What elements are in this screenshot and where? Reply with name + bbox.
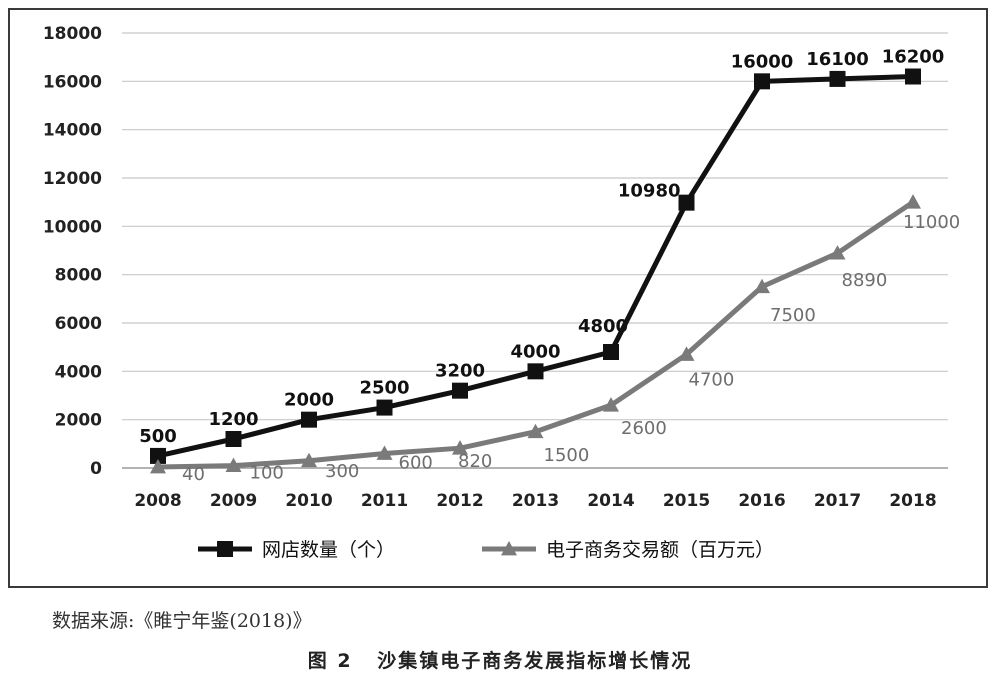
figure-caption: 图 2 沙集镇电子商务发展指标增长情况 bbox=[0, 646, 1000, 673]
x-tick-label: 2015 bbox=[663, 491, 710, 511]
data-label-ecommerce-volume: 600 bbox=[399, 453, 433, 474]
data-label-ecommerce-volume: 300 bbox=[325, 461, 359, 482]
data-label-shop-count: 16100 bbox=[806, 49, 869, 70]
data-label-ecommerce-volume: 1500 bbox=[544, 445, 590, 466]
data-label-ecommerce-volume: 2600 bbox=[621, 418, 667, 439]
data-point-ecommerce-volume bbox=[150, 459, 166, 474]
y-tick-label: 2000 bbox=[55, 411, 102, 431]
data-point-shop-count bbox=[603, 344, 619, 360]
x-tick-label: 2009 bbox=[210, 491, 257, 511]
figure-title: 沙集镇电子商务发展指标增长情况 bbox=[377, 650, 693, 672]
figure-number: 图 2 bbox=[307, 650, 353, 672]
data-label-ecommerce-volume: 40 bbox=[182, 464, 205, 485]
y-tick-label: 14000 bbox=[43, 121, 102, 141]
legend-marker-shop-count bbox=[217, 541, 233, 557]
data-label-shop-count: 16200 bbox=[882, 47, 945, 68]
data-point-shop-count bbox=[905, 68, 921, 85]
y-tick-label: 6000 bbox=[55, 314, 102, 334]
data-label-shop-count: 4000 bbox=[510, 341, 560, 362]
data-point-shop-count bbox=[527, 363, 544, 380]
x-tick-label: 2008 bbox=[134, 491, 181, 511]
data-point-shop-count bbox=[225, 431, 242, 447]
data-label-ecommerce-volume: 8890 bbox=[842, 270, 888, 291]
y-tick-label: 10000 bbox=[43, 217, 102, 237]
x-tick-label: 2014 bbox=[587, 491, 634, 511]
data-point-ecommerce-volume bbox=[452, 440, 468, 455]
data-point-shop-count bbox=[376, 399, 393, 416]
data-point-shop-count bbox=[829, 70, 846, 87]
x-tick-label: 2010 bbox=[285, 491, 332, 511]
data-label-shop-count: 500 bbox=[139, 426, 177, 447]
data-point-shop-count bbox=[301, 411, 317, 428]
y-tick-label: 4000 bbox=[55, 362, 102, 382]
legend-label-shop-count: 网店数量（个） bbox=[262, 539, 395, 561]
data-label-shop-count: 3200 bbox=[435, 361, 485, 382]
data-point-ecommerce-volume bbox=[678, 346, 695, 361]
data-point-ecommerce-volume bbox=[603, 397, 619, 412]
y-tick-label: 18000 bbox=[43, 24, 102, 44]
source-note: 数据来源:《睢宁年鉴(2018)》 bbox=[52, 610, 312, 632]
data-label-ecommerce-volume: 820 bbox=[458, 451, 492, 472]
data-label-shop-count: 10980 bbox=[618, 181, 681, 202]
data-point-shop-count bbox=[452, 382, 468, 399]
data-label-shop-count: 4800 bbox=[578, 316, 628, 337]
data-label-ecommerce-volume: 100 bbox=[250, 463, 284, 484]
x-tick-label: 2013 bbox=[512, 491, 559, 511]
data-label-ecommerce-volume: 11000 bbox=[903, 212, 960, 233]
data-label-shop-count: 16000 bbox=[731, 51, 794, 72]
y-tick-label: 0 bbox=[90, 459, 102, 479]
y-tick-label: 8000 bbox=[55, 266, 102, 286]
line-chart: 0 2000 4000 6000 8000 10000 12000 14000 16000 180… bbox=[43, 24, 960, 561]
series-line-shop-count bbox=[157, 74, 914, 459]
data-point-ecommerce-volume bbox=[225, 457, 242, 472]
data-point-ecommerce-volume bbox=[376, 445, 393, 460]
x-tick-label: 2011 bbox=[361, 491, 408, 511]
legend-marker-ecommerce-volume bbox=[501, 541, 517, 556]
data-point-ecommerce-volume bbox=[754, 278, 770, 294]
data-point-ecommerce-volume bbox=[301, 452, 317, 468]
data-point-ecommerce-volume bbox=[905, 194, 921, 209]
data-point-shop-count bbox=[754, 73, 770, 90]
data-label-shop-count: 2000 bbox=[284, 390, 334, 411]
data-label-shop-count: 2500 bbox=[359, 378, 409, 399]
legend-label-ecommerce-volume: 电子商务交易额（百万元） bbox=[546, 539, 774, 561]
x-tick-label: 2018 bbox=[889, 491, 936, 511]
x-tick-label: 2016 bbox=[738, 491, 785, 511]
chart-frame bbox=[8, 8, 988, 588]
x-tick-label: 2012 bbox=[436, 491, 483, 511]
data-label-ecommerce-volume: 7500 bbox=[770, 305, 816, 326]
x-tick-label: 2017 bbox=[814, 491, 861, 511]
data-point-shop-count bbox=[678, 194, 695, 211]
data-point-ecommerce-volume bbox=[829, 245, 846, 260]
data-label-ecommerce-volume: 4700 bbox=[689, 369, 735, 390]
data-point-shop-count bbox=[150, 447, 166, 464]
y-tick-label: 16000 bbox=[43, 72, 102, 92]
data-label-shop-count: 1200 bbox=[208, 409, 258, 430]
y-tick-label: 12000 bbox=[43, 169, 102, 189]
data-point-ecommerce-volume bbox=[527, 423, 544, 439]
